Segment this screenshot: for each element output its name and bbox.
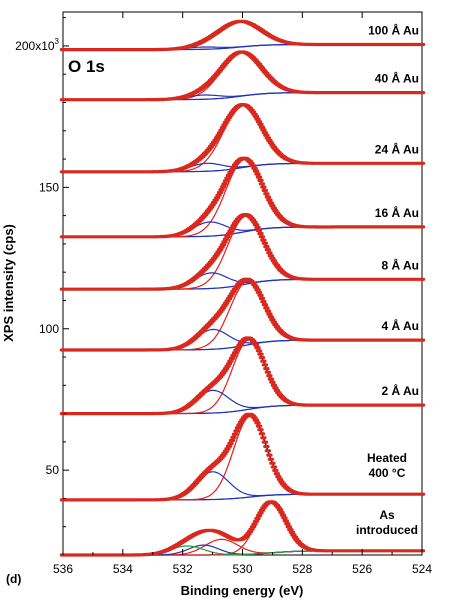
spectrum-series bbox=[59, 412, 426, 502]
series-label: As introduced bbox=[356, 508, 418, 537]
y-tick-label: 50 bbox=[46, 463, 60, 477]
x-tick-labels: 536 534 532 530 528 526 524 bbox=[53, 562, 432, 576]
y-tick-label-exponent: 3 bbox=[55, 37, 60, 46]
series-label: Heated 400 °C bbox=[367, 451, 407, 480]
component-fit-line bbox=[63, 221, 422, 238]
series-label: 24 Å Au bbox=[375, 141, 419, 156]
data-points bbox=[59, 277, 426, 352]
series-label-line: 400 °C bbox=[369, 466, 406, 480]
data-points bbox=[59, 50, 426, 102]
series-label-line: As bbox=[379, 508, 395, 522]
data-points bbox=[59, 103, 426, 174]
series-label-line: Heated bbox=[367, 451, 407, 465]
spectrum-series bbox=[59, 19, 426, 52]
data-points bbox=[59, 156, 426, 239]
series-label: 2 Å Au bbox=[381, 383, 419, 398]
plot-area bbox=[59, 11, 426, 557]
series-label-line: 24 Å Au bbox=[375, 141, 419, 156]
x-tick-label: 536 bbox=[53, 562, 73, 576]
data-points bbox=[59, 213, 426, 291]
x-tick-label: 530 bbox=[232, 562, 252, 576]
x-tick-label: 532 bbox=[173, 562, 193, 576]
series-label-line: 100 Å Au bbox=[368, 23, 419, 38]
series-label: 100 Å Au bbox=[368, 23, 419, 38]
series-label-line: 8 Å Au bbox=[381, 257, 419, 272]
series-labels: 100 Å Au 40 Å Au 24 Å Au 16 Å Au 8 Å Au 4 Å A… bbox=[356, 23, 419, 537]
series-label-line: introduced bbox=[356, 523, 418, 537]
spectrum-series bbox=[59, 213, 426, 291]
series-label: 4 Å Au bbox=[381, 318, 419, 333]
y-axis-title: XPS intensity (cps) bbox=[1, 224, 16, 342]
spectrum-series bbox=[59, 103, 426, 174]
series-label: 8 Å Au bbox=[381, 257, 419, 272]
panel-letter: (d) bbox=[6, 572, 21, 586]
y-tick-labels: 50 100 150 200x103 bbox=[15, 37, 59, 477]
x-tick-label: 524 bbox=[412, 562, 432, 576]
spectrum-series bbox=[59, 50, 426, 102]
series-label: 40 Å Au bbox=[375, 71, 419, 86]
series-label-line: 2 Å Au bbox=[381, 383, 419, 398]
x-tick-label: 534 bbox=[113, 562, 133, 576]
series-label-line: 16 Å Au bbox=[375, 205, 419, 220]
series-label: 16 Å Au bbox=[375, 205, 419, 220]
panel-title: O 1s bbox=[68, 57, 105, 76]
y-tick-label: 200x103 bbox=[15, 37, 59, 53]
x-tick-label: 528 bbox=[292, 562, 312, 576]
x-tick-label: 526 bbox=[352, 562, 372, 576]
y-tick-label: 150 bbox=[39, 180, 59, 194]
envelope-fit-line bbox=[63, 157, 422, 238]
x-axis-title: Binding energy (eV) bbox=[181, 583, 304, 598]
series-label-line: 4 Å Au bbox=[381, 318, 419, 333]
axis-ticks bbox=[62, 12, 423, 555]
data-points bbox=[59, 412, 426, 502]
spectrum-series bbox=[59, 156, 426, 239]
y-tick-label: 100 bbox=[39, 322, 59, 336]
y-tick-label-mantissa: 200x10 bbox=[15, 39, 55, 53]
data-points bbox=[59, 19, 426, 52]
series-label-line: 40 Å Au bbox=[375, 71, 419, 86]
